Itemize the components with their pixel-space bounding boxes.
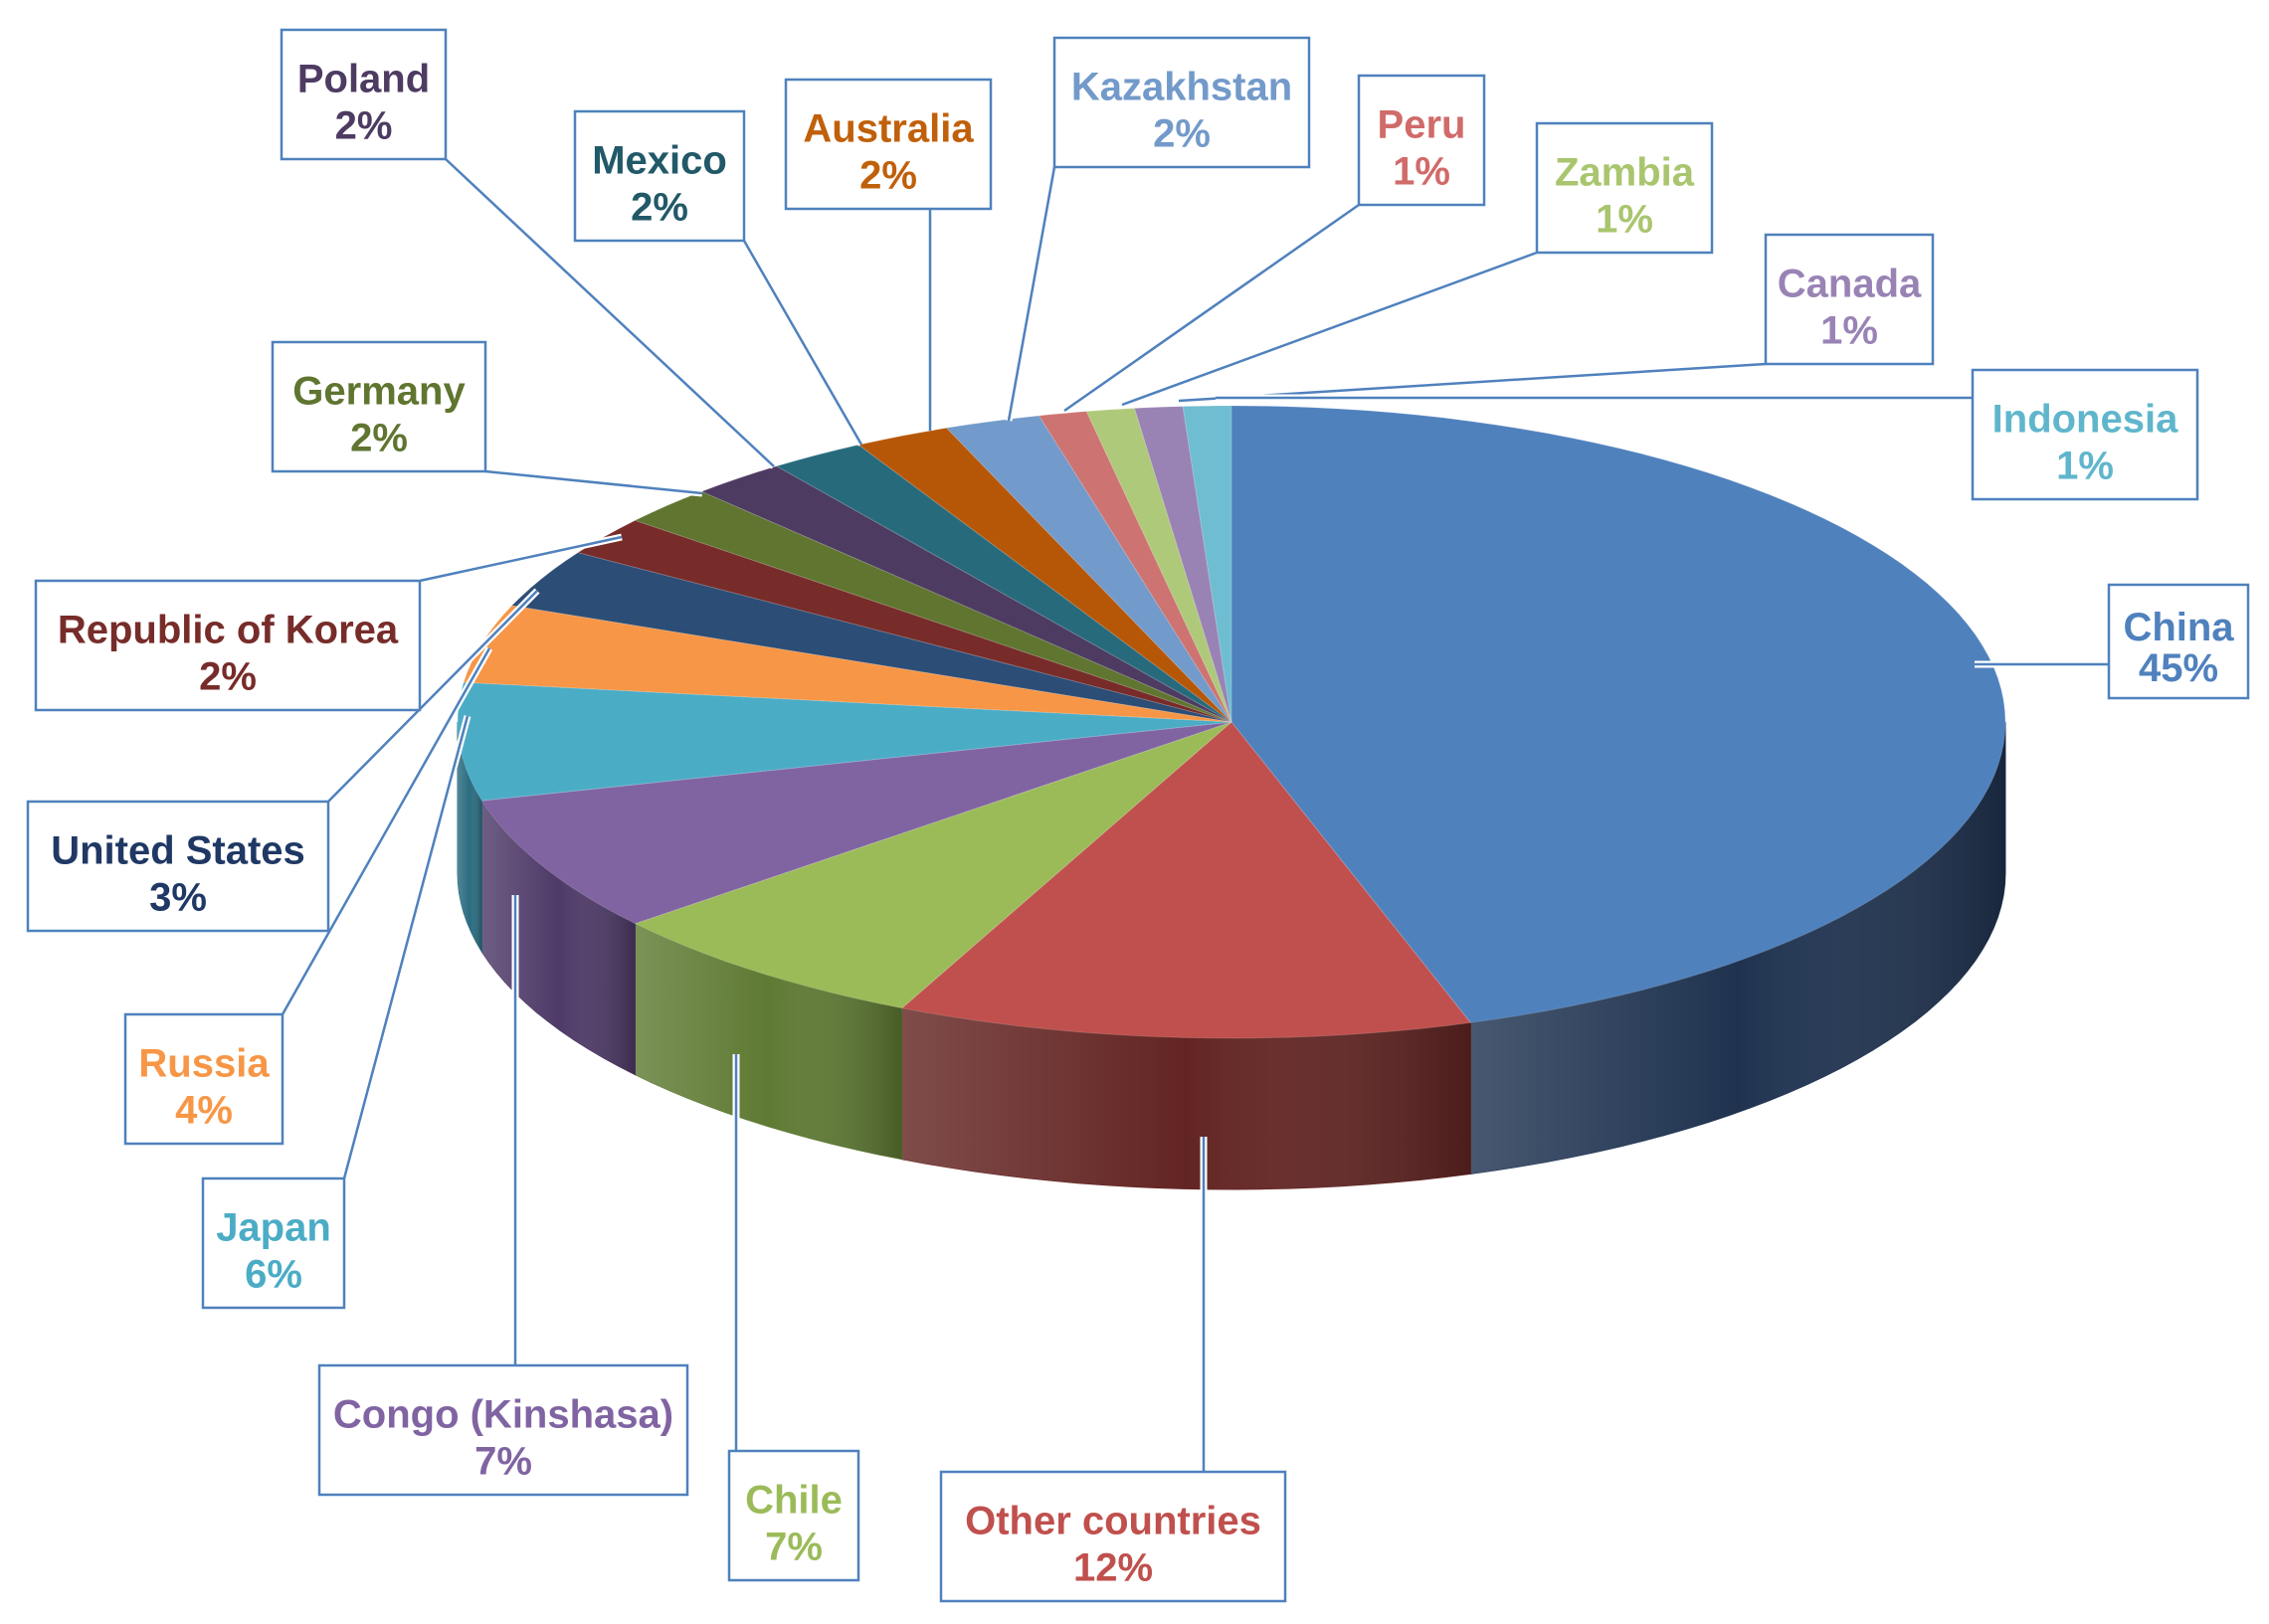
label-value-republic-of-korea: 2% <box>199 654 257 698</box>
label-box-zambia <box>1535 121 1714 255</box>
label-box-kazakhstan <box>1052 36 1311 169</box>
leader-line-russia <box>281 647 491 1015</box>
label-box-china <box>2107 583 2250 700</box>
label-name-canada: Canada <box>1778 263 1922 306</box>
pie-side-shade-china <box>1470 722 2005 1174</box>
pie-top <box>457 405 2006 1039</box>
label-value-canada: 1% <box>1820 308 1878 352</box>
leader-line-germany <box>484 469 703 495</box>
pie-side-shade-japan <box>458 722 482 953</box>
label-name-germany: Germany <box>292 370 466 414</box>
label-name-russia: Russia <box>138 1042 270 1086</box>
leader-line-poland <box>445 158 775 467</box>
label-name-republic-of-korea: Republic of Korea <box>58 609 399 652</box>
label-name-australia: Australia <box>803 107 974 151</box>
label-value-indonesia: 1% <box>2056 444 2114 487</box>
label-box-canada <box>1764 233 1935 366</box>
label-box-united-states <box>26 800 330 933</box>
label-box-australia <box>784 78 993 211</box>
label-name-mexico: Mexico <box>592 139 727 183</box>
label-box-japan <box>201 1176 346 1310</box>
leader-line-zambia <box>1121 251 1538 407</box>
label-name-china: China <box>2123 606 2234 649</box>
label-box-indonesia <box>1971 368 2199 501</box>
pie-slice-united-states <box>510 552 1232 723</box>
label-box-congo-kinshasa <box>317 1363 689 1497</box>
label-box-chile <box>727 1449 860 1582</box>
pie-side-shade-congo-kinshasa <box>481 801 636 1075</box>
leader-line-republic-of-korea <box>419 535 623 583</box>
label-name-poland: Poland <box>297 58 430 101</box>
label-value-china: 45% <box>2139 646 2218 690</box>
label-value-germany: 2% <box>350 416 408 459</box>
leader-line-mexico <box>742 240 863 446</box>
pie-side-shade-other-countries <box>901 1007 1471 1189</box>
leader-line-united-states <box>327 590 538 803</box>
pie-slice-indonesia <box>1182 405 1232 723</box>
label-value-peru: 1% <box>1393 149 1450 193</box>
label-box-russia <box>123 1012 284 1146</box>
label-name-indonesia: Indonesia <box>1992 398 2178 442</box>
label-value-united-states: 3% <box>149 875 207 919</box>
leader-line-kazakhstan <box>1007 166 1056 422</box>
leader-lines <box>279 156 2109 1472</box>
label-name-kazakhstan: Kazakhstan <box>1071 66 1292 109</box>
label-box-mexico <box>573 109 746 243</box>
label-box-poland <box>280 28 448 161</box>
leader-line-japan <box>342 715 470 1179</box>
label-value-zambia: 1% <box>1596 197 1653 241</box>
pie-slice-other-countries <box>900 721 1472 1039</box>
pie-side-shade-chile <box>635 923 902 1160</box>
label-value-kazakhstan: 2% <box>1153 111 1211 155</box>
label-name-congo-kinshasa: Congo (Kinshasa) <box>333 1393 673 1437</box>
label-box-peru <box>1357 74 1486 207</box>
label-box-germany <box>271 340 487 473</box>
label-name-peru: Peru <box>1378 103 1466 147</box>
pie-slice-china <box>1230 405 2006 1023</box>
label-box-other-countries <box>939 1470 1287 1603</box>
pie-sides <box>457 721 2006 1190</box>
label-value-mexico: 2% <box>631 185 688 229</box>
label-value-australia: 2% <box>859 153 917 197</box>
label-value-russia: 4% <box>175 1088 233 1132</box>
label-value-japan: 6% <box>245 1252 302 1296</box>
label-name-other-countries: Other countries <box>965 1500 1261 1543</box>
label-value-poland: 2% <box>335 103 393 147</box>
label-name-united-states: United States <box>51 829 305 873</box>
label-value-other-countries: 12% <box>1073 1545 1153 1589</box>
label-box-republic-of-korea <box>34 579 422 712</box>
leader-line-peru <box>1063 203 1360 413</box>
pie-slice-congo-kinshasa <box>480 721 1232 925</box>
label-name-japan: Japan <box>216 1206 331 1250</box>
label-name-zambia: Zambia <box>1555 151 1695 195</box>
label-value-congo-kinshasa: 7% <box>474 1439 532 1483</box>
label-value-chile: 7% <box>765 1525 823 1568</box>
label-name-chile: Chile <box>745 1479 843 1523</box>
pie-slice-chile <box>634 721 1232 1009</box>
